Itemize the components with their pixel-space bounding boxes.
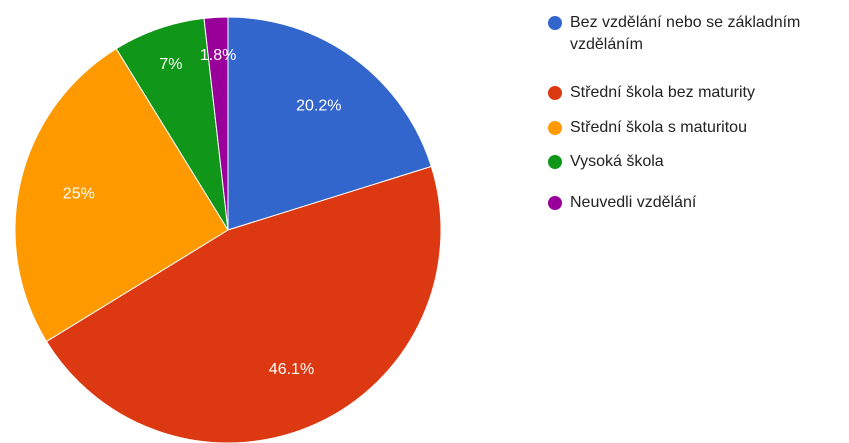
slice-label: 46.1% <box>269 361 314 378</box>
pie-slice <box>203 16 229 231</box>
legend-item: Bez vzdělání nebo se základním vzděláním <box>548 12 838 56</box>
legend-label: Střední škola s maturitou <box>570 119 747 136</box>
legend-item: Neuvedli vzdělání <box>548 192 838 214</box>
slice-label: 1.8% <box>200 47 236 64</box>
slice-label: 7% <box>159 56 182 73</box>
pie-slice <box>14 47 229 343</box>
legend-item: Střední škola bez maturity <box>548 82 838 104</box>
legend-marker <box>548 196 562 210</box>
chart: 20.2% 46.1% 25% 7% 1.8% <box>14 16 442 443</box>
legend-label: Neuvedli vzdělání <box>570 194 697 211</box>
legend-marker <box>548 121 562 135</box>
legend-marker <box>548 86 562 100</box>
legend-marker <box>548 155 562 169</box>
legend-label: Bez vzdělání nebo se základním vzděláním <box>570 14 801 53</box>
pie-slice <box>45 165 442 443</box>
legend-item: Střední škola s maturitou <box>548 117 838 139</box>
legend-item: Vysoká škola <box>548 151 838 173</box>
slice-label: 20.2% <box>296 98 341 115</box>
slice-label: 25% <box>63 186 95 203</box>
pie-slice <box>227 16 432 231</box>
legend-label: Střední škola bez maturity <box>570 84 755 101</box>
legend-marker <box>548 16 562 30</box>
legend-label: Vysoká škola <box>570 153 664 170</box>
